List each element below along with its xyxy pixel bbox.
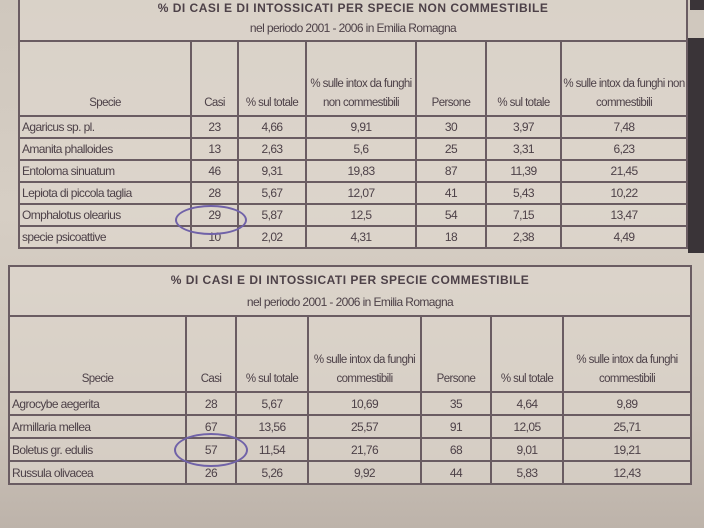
species-cell: Boletus gr. edulis: [8, 437, 187, 462]
header-pct-totale: % sul totale: [235, 315, 309, 393]
value-cell: 11,39: [485, 159, 562, 183]
header-persone: Persone: [415, 40, 487, 117]
value-cell: 25,57: [307, 414, 422, 439]
value-cell: 18: [415, 225, 487, 249]
value-cell: 9,92: [307, 460, 422, 485]
table-title: % DI CASI E DI INTOSSICATI PER SPECIE NO…: [17, 0, 689, 42]
value-cell: 25,71: [562, 414, 692, 439]
value-cell: 28: [185, 391, 237, 416]
value-cell: 5,26: [235, 460, 309, 485]
value-cell: 21,45: [559, 159, 689, 183]
value-cell: 13,56: [235, 414, 309, 439]
background-edge: [688, 38, 704, 253]
value-cell: 87: [415, 159, 487, 183]
value-cell: 25: [415, 137, 487, 161]
species-cell: Amanita phalloides: [18, 137, 192, 161]
table-row: specie psicoattive 10 2,02 4,31 18 2,38 4,49: [18, 225, 689, 249]
header-pct-totale-persone: % sul totale: [485, 40, 562, 117]
value-cell: 13,47: [559, 203, 689, 227]
header-pct-intox: % sulle intox da funghi non commestibili: [305, 40, 417, 117]
header-pct-totale-persone: % sul totale: [490, 315, 564, 393]
species-cell: Armillaria mellea: [8, 414, 187, 439]
table-non-edible: % DI CASI E DI INTOSSICATI PER SPECIE NO…: [17, 0, 689, 249]
table-title: % DI CASI E DI INTOSSICATI PER SPECIE CO…: [8, 265, 692, 317]
value-cell: 44: [420, 460, 492, 485]
value-cell: 4,49: [559, 225, 689, 249]
species-cell: Agaricus sp. pl.: [18, 115, 192, 139]
value-cell: 21,76: [307, 437, 422, 462]
value-cell: 7,48: [559, 115, 689, 139]
value-cell: 9,01: [490, 437, 564, 462]
header-pct-intox: % sulle intox da funghi commestibili: [307, 315, 422, 393]
value-cell: 68: [420, 437, 492, 462]
table-row: Armillaria mellea 67 13,56 25,57 91 12,05 25,7…: [8, 414, 692, 439]
header-persone: Persone: [420, 315, 492, 393]
value-cell: 3,31: [485, 137, 562, 161]
value-cell: 9,89: [562, 391, 692, 416]
background-edge: [690, 0, 704, 10]
header-casi: Casi: [185, 315, 237, 393]
header-specie: Specie: [8, 315, 187, 393]
table-row: Agaricus sp. pl. 23 4,66 9,91 30 3,97 7,48: [18, 115, 689, 139]
species-cell: Russula olivacea: [8, 460, 187, 485]
value-cell: 2,63: [237, 137, 307, 161]
header-specie: Specie: [18, 40, 192, 117]
value-cell: 9,91: [305, 115, 417, 139]
value-cell: 91: [420, 414, 492, 439]
species-cell: specie psicoattive: [18, 225, 192, 249]
value-cell: 12,07: [305, 181, 417, 205]
header-pct-intox-persone: % sulle intox da funghi non commestibili: [559, 40, 689, 117]
value-cell: 19,21: [562, 437, 692, 462]
species-cell: Agrocybe aegerita: [8, 391, 187, 416]
value-cell: 6,23: [559, 137, 689, 161]
value-cell: 4,66: [237, 115, 307, 139]
value-cell: 28: [190, 181, 239, 205]
annotation-circle: [175, 205, 247, 235]
value-cell: 23: [190, 115, 239, 139]
value-cell: 4,64: [490, 391, 564, 416]
value-cell: 4,31: [305, 225, 417, 249]
value-cell: 54: [415, 203, 487, 227]
value-cell: 2,02: [237, 225, 307, 249]
table-row: Entoloma sinuatum 46 9,31 19,83 87 11,39 21,45: [18, 159, 689, 183]
table-row: Omphalotus olearius 29 5,87 12,5 54 7,15 13,47: [18, 203, 689, 227]
value-cell: 5,67: [235, 391, 309, 416]
value-cell: 5,43: [485, 181, 562, 205]
table-row: Agrocybe aegerita 28 5,67 10,69 35 4,64 9,89: [8, 391, 692, 416]
table-row: Boletus gr. edulis 57 11,54 21,76 68 9,01 19,2…: [8, 437, 692, 462]
value-cell: 7,15: [485, 203, 562, 227]
value-cell: 30: [415, 115, 487, 139]
value-cell: 12,05: [490, 414, 564, 439]
value-cell: 46: [190, 159, 239, 183]
value-cell: 5,67: [237, 181, 307, 205]
species-cell: Omphalotus olearius: [18, 203, 192, 227]
header-pct-intox-persone: % sulle intox da funghi commestibili: [562, 315, 692, 393]
value-cell: 3,97: [485, 115, 562, 139]
value-cell: 12,43: [562, 460, 692, 485]
header-pct-totale: % sul totale: [237, 40, 307, 117]
table-row: Russula olivacea 26 5,26 9,92 44 5,83 12,43: [8, 460, 692, 485]
species-cell: Lepiota di piccola taglia: [18, 181, 192, 205]
header-casi: Casi: [190, 40, 239, 117]
value-cell: 5,87: [237, 203, 307, 227]
value-cell: 11,54: [235, 437, 309, 462]
value-cell: 13: [190, 137, 239, 161]
value-cell: 35: [420, 391, 492, 416]
value-cell: 9,31: [237, 159, 307, 183]
species-cell: Entoloma sinuatum: [18, 159, 192, 183]
value-cell: 2,38: [485, 225, 562, 249]
value-cell: 10,69: [307, 391, 422, 416]
table-edible: % DI CASI E DI INTOSSICATI PER SPECIE CO…: [8, 265, 692, 485]
annotation-circle: [174, 433, 248, 467]
value-cell: 19,83: [305, 159, 417, 183]
value-cell: 5,6: [305, 137, 417, 161]
value-cell: 5,83: [490, 460, 564, 485]
value-cell: 12,5: [305, 203, 417, 227]
table-row: Amanita phalloides 13 2,63 5,6 25 3,31 6,23: [18, 137, 689, 161]
value-cell: 10,22: [559, 181, 689, 205]
table-row: Lepiota di piccola taglia 28 5,67 12,07 41 5,…: [18, 181, 689, 205]
value-cell: 41: [415, 181, 487, 205]
